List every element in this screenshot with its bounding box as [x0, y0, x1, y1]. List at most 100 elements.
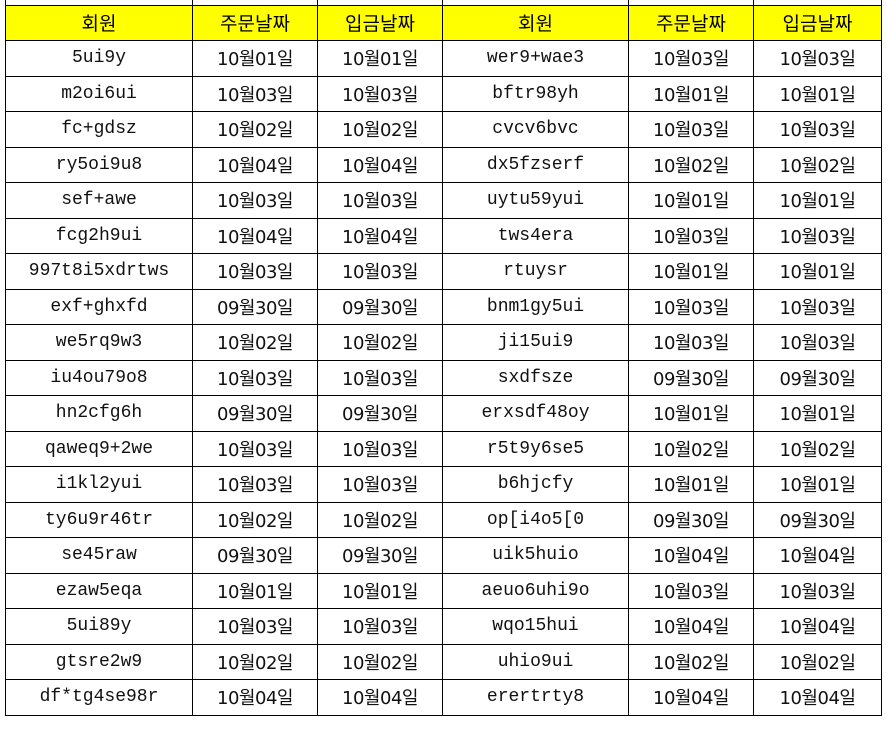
cell-order-date[interactable]: 10월03일 — [628, 324, 754, 361]
header-cell-deposit-date[interactable]: 입금날짜 — [753, 4, 882, 41]
cell-order-date[interactable]: 09월30일 — [628, 501, 754, 538]
cell-deposit-date[interactable]: 10월04일 — [753, 608, 882, 645]
cell-deposit-date[interactable]: 10월02일 — [753, 643, 882, 680]
cell-deposit-date[interactable]: 10월03일 — [753, 288, 882, 325]
cell-member[interactable]: ty6u9r46tr — [5, 501, 193, 538]
cell-deposit-date[interactable]: 09월30일 — [753, 359, 882, 396]
cell-order-date[interactable]: 10월03일 — [192, 430, 318, 467]
cell-deposit-date[interactable]: 10월03일 — [317, 359, 443, 396]
cell-order-date[interactable]: 10월02일 — [192, 643, 318, 680]
cell-deposit-date[interactable]: 10월03일 — [753, 111, 882, 148]
cell-deposit-date[interactable]: 10월01일 — [317, 40, 443, 77]
cell-member[interactable]: ry5oi9u8 — [5, 146, 193, 183]
cell-member[interactable]: dx5fzserf — [442, 146, 629, 183]
cell-order-date[interactable]: 10월02일 — [628, 430, 754, 467]
cell-deposit-date[interactable]: 10월02일 — [317, 501, 443, 538]
cell-order-date[interactable]: 10월03일 — [628, 111, 754, 148]
cell-order-date[interactable]: 10월02일 — [192, 111, 318, 148]
cell-member[interactable]: 5ui89y — [5, 608, 193, 645]
cell-order-date[interactable]: 10월01일 — [192, 572, 318, 609]
cell-deposit-date[interactable]: 10월04일 — [753, 537, 882, 574]
cell-deposit-date[interactable]: 10월03일 — [753, 324, 882, 361]
cell-order-date[interactable]: 10월02일 — [628, 146, 754, 183]
cell-member[interactable]: erertrty8 — [442, 679, 629, 716]
cell-deposit-date[interactable]: 10월03일 — [317, 466, 443, 503]
cell-member[interactable]: i1kl2yui — [5, 466, 193, 503]
cell-deposit-date[interactable]: 10월03일 — [753, 572, 882, 609]
cell-member[interactable]: se45raw — [5, 537, 193, 574]
cell-member[interactable]: bftr98yh — [442, 75, 629, 112]
header-cell-member[interactable]: 회원 — [442, 4, 629, 41]
cell-order-date[interactable]: 10월04일 — [628, 679, 754, 716]
cell-member[interactable]: tws4era — [442, 217, 629, 254]
cell-deposit-date[interactable]: 10월02일 — [753, 430, 882, 467]
cell-member[interactable]: wqo15hui — [442, 608, 629, 645]
cell-deposit-date[interactable]: 10월03일 — [317, 430, 443, 467]
cell-deposit-date[interactable]: 10월02일 — [317, 324, 443, 361]
cell-order-date[interactable]: 10월02일 — [628, 643, 754, 680]
cell-member[interactable]: exf+ghxfd — [5, 288, 193, 325]
cell-order-date[interactable]: 10월03일 — [192, 75, 318, 112]
cell-order-date[interactable]: 10월03일 — [192, 182, 318, 219]
cell-order-date[interactable]: 10월03일 — [192, 466, 318, 503]
cell-member[interactable]: uik5huio — [442, 537, 629, 574]
cell-order-date[interactable]: 10월04일 — [628, 608, 754, 645]
cell-order-date[interactable]: 10월03일 — [192, 608, 318, 645]
cell-order-date[interactable]: 09월30일 — [192, 395, 318, 432]
cell-deposit-date[interactable]: 10월03일 — [317, 253, 443, 290]
cell-order-date[interactable]: 10월03일 — [192, 359, 318, 396]
cell-order-date[interactable]: 10월01일 — [628, 182, 754, 219]
cell-member[interactable]: qaweq9+2we — [5, 430, 193, 467]
cell-order-date[interactable]: 10월01일 — [628, 75, 754, 112]
cell-deposit-date[interactable]: 09월30일 — [317, 395, 443, 432]
cell-deposit-date[interactable]: 09월30일 — [753, 501, 882, 538]
cell-deposit-date[interactable]: 10월01일 — [753, 395, 882, 432]
cell-order-date[interactable]: 10월03일 — [628, 572, 754, 609]
header-cell-order-date[interactable]: 주문날짜 — [628, 4, 754, 41]
cell-order-date[interactable]: 09월30일 — [192, 537, 318, 574]
cell-order-date[interactable]: 10월03일 — [192, 253, 318, 290]
cell-deposit-date[interactable]: 10월01일 — [317, 572, 443, 609]
cell-member[interactable]: sef+awe — [5, 182, 193, 219]
cell-deposit-date[interactable]: 10월02일 — [753, 146, 882, 183]
header-cell-order-date[interactable]: 주문날짜 — [192, 4, 318, 41]
cell-deposit-date[interactable]: 10월03일 — [753, 40, 882, 77]
cell-member[interactable]: op[i4o5[0 — [442, 501, 629, 538]
cell-deposit-date[interactable]: 10월01일 — [753, 182, 882, 219]
cell-deposit-date[interactable]: 10월04일 — [753, 679, 882, 716]
cell-deposit-date[interactable]: 09월30일 — [317, 537, 443, 574]
cell-order-date[interactable]: 10월03일 — [628, 288, 754, 325]
cell-deposit-date[interactable]: 10월03일 — [317, 75, 443, 112]
cell-deposit-date[interactable]: 10월01일 — [753, 466, 882, 503]
cell-member[interactable]: rtuysr — [442, 253, 629, 290]
cell-deposit-date[interactable]: 09월30일 — [317, 288, 443, 325]
cell-member[interactable]: iu4ou79o8 — [5, 359, 193, 396]
cell-member[interactable]: bnm1gy5ui — [442, 288, 629, 325]
cell-member[interactable]: 997t8i5xdrtws — [5, 253, 193, 290]
cell-member[interactable]: gtsre2w9 — [5, 643, 193, 680]
cell-deposit-date[interactable]: 10월04일 — [317, 679, 443, 716]
cell-member[interactable]: sxdfsze — [442, 359, 629, 396]
cell-order-date[interactable]: 10월02일 — [192, 324, 318, 361]
cell-member[interactable]: ezaw5eqa — [5, 572, 193, 609]
cell-member[interactable]: ji15ui9 — [442, 324, 629, 361]
cell-order-date[interactable]: 10월04일 — [628, 537, 754, 574]
cell-member[interactable]: uytu59yui — [442, 182, 629, 219]
cell-member[interactable]: aeuo6uhi9o — [442, 572, 629, 609]
cell-deposit-date[interactable]: 10월01일 — [753, 75, 882, 112]
cell-order-date[interactable]: 10월04일 — [192, 217, 318, 254]
cell-deposit-date[interactable]: 10월04일 — [317, 146, 443, 183]
cell-deposit-date[interactable]: 10월03일 — [317, 608, 443, 645]
cell-member[interactable]: erxsdf48oy — [442, 395, 629, 432]
cell-order-date[interactable]: 10월01일 — [628, 253, 754, 290]
cell-deposit-date[interactable]: 10월04일 — [317, 217, 443, 254]
cell-member[interactable]: df*tg4se98r — [5, 679, 193, 716]
cell-member[interactable]: m2oi6ui — [5, 75, 193, 112]
cell-order-date[interactable]: 10월01일 — [628, 466, 754, 503]
cell-order-date[interactable]: 10월03일 — [628, 217, 754, 254]
cell-deposit-date[interactable]: 10월02일 — [317, 643, 443, 680]
cell-member[interactable]: hn2cfg6h — [5, 395, 193, 432]
cell-member[interactable]: wer9+wae3 — [442, 40, 629, 77]
cell-deposit-date[interactable]: 10월01일 — [753, 253, 882, 290]
cell-member[interactable]: b6hjcfy — [442, 466, 629, 503]
